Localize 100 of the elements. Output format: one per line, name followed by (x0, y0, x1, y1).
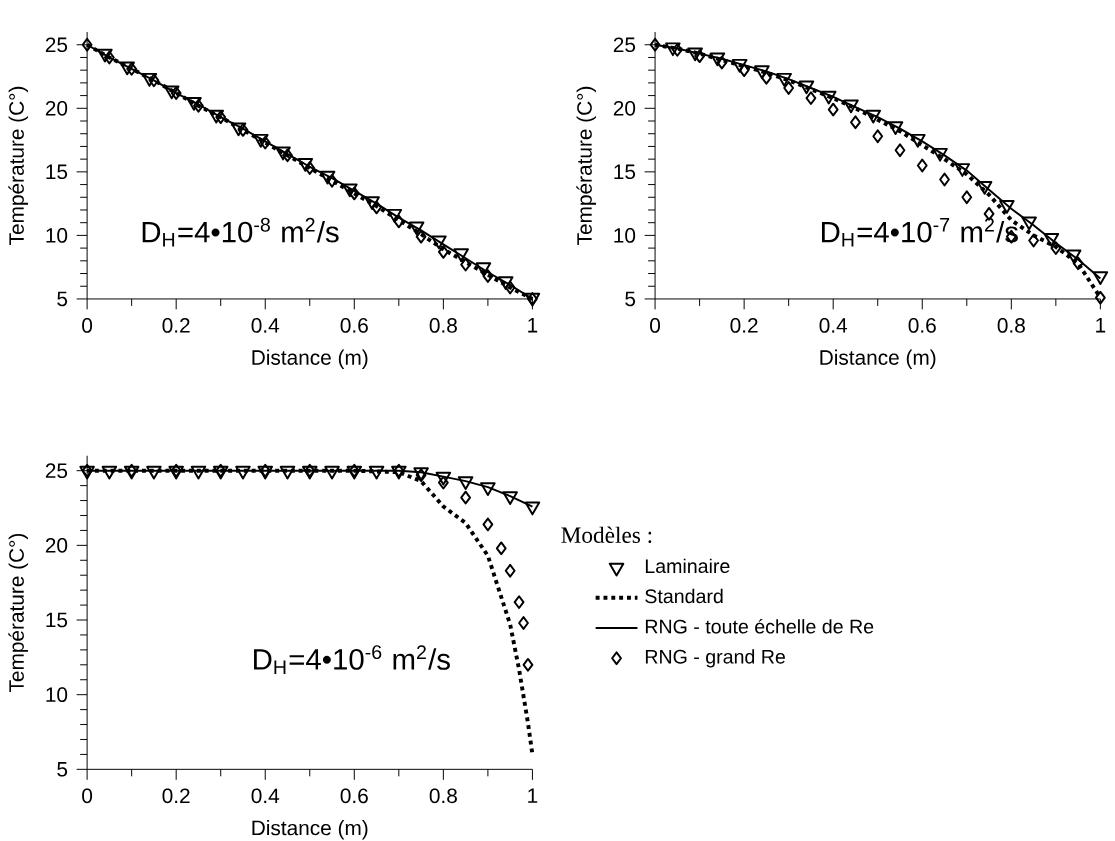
point (1065, 249, 1082, 264)
point (297, 158, 314, 172)
point (324, 465, 340, 480)
point (230, 122, 247, 137)
point (475, 262, 492, 276)
point (518, 616, 529, 630)
point (190, 465, 207, 480)
point (208, 109, 225, 124)
point (954, 163, 971, 177)
point (1021, 216, 1037, 231)
point (259, 135, 271, 150)
y-tick-label: 15 (614, 164, 636, 180)
point (894, 143, 906, 158)
point (495, 541, 507, 556)
point (101, 465, 118, 480)
x-tick-label: 0.6 (340, 318, 368, 333)
y-tick-label: 10 (614, 227, 636, 243)
annotation: D$_{H}$=4•10$^{-6}$ m$^{2}$/s (254, 645, 450, 674)
point (141, 72, 158, 87)
point (524, 501, 541, 516)
x-tick-label: 1 (528, 788, 538, 803)
point (415, 229, 427, 244)
point (342, 183, 358, 198)
x-tick-label: 0 (650, 318, 661, 333)
point (932, 147, 948, 162)
point (504, 563, 516, 578)
point (1094, 290, 1106, 305)
point (916, 158, 928, 173)
x-tick-label: 0.4 (819, 318, 848, 333)
point (235, 465, 251, 480)
point (865, 109, 882, 124)
point (97, 48, 113, 63)
x-tick-label: 0.2 (162, 788, 190, 804)
point (887, 121, 904, 135)
point (431, 235, 447, 250)
point (872, 129, 884, 144)
point (687, 47, 703, 62)
y-tick-label: 10 (46, 227, 68, 243)
point (103, 50, 115, 65)
point (304, 161, 316, 175)
point (393, 214, 405, 229)
point (694, 49, 705, 63)
x-tick-label: 0.8 (429, 788, 457, 804)
point (999, 199, 1015, 214)
point (482, 517, 494, 532)
point (348, 186, 360, 201)
point (1050, 241, 1062, 255)
point (497, 276, 514, 290)
point (148, 73, 160, 88)
x-tick-label: 0.6 (908, 318, 936, 333)
x-axis-title: Distance (m) (252, 349, 368, 369)
point (119, 61, 135, 76)
point (850, 115, 861, 130)
point (776, 72, 792, 87)
point (504, 280, 516, 295)
point (215, 110, 227, 124)
y-tick-label: 25 (45, 37, 68, 53)
x-axis-title: Distance (m) (252, 819, 368, 840)
point (738, 63, 750, 77)
y-axis-title: Température (C°) (8, 533, 29, 692)
point (453, 248, 469, 262)
point (761, 70, 772, 85)
point (961, 190, 973, 205)
point (371, 200, 382, 215)
x-tick-label: 0 (82, 318, 93, 333)
x-tick-label: 0.4 (251, 318, 280, 333)
point (282, 148, 293, 163)
y-axis-title: Température (C°) (576, 86, 596, 245)
point (193, 98, 204, 113)
y-tick-label: 15 (46, 164, 68, 180)
point (716, 55, 728, 70)
x-tick-label: 0.8 (429, 318, 457, 333)
annotation: D$_{H}$=4•10$^{-8}$ m$^{2}$/s (142, 217, 339, 247)
point (81, 37, 93, 52)
y-tick-label: 25 (45, 463, 68, 478)
legend-label: RNG - grand Re (645, 649, 785, 668)
point (163, 85, 180, 100)
y-tick-label: 20 (45, 100, 68, 116)
point (186, 96, 202, 111)
x-tick-label: 0.6 (340, 788, 368, 804)
legend-label: RNG - toute échelle de Re (645, 618, 874, 634)
y-tick-label: 15 (46, 612, 68, 628)
point (253, 133, 269, 148)
point (820, 90, 837, 105)
x-tick-label: 0.2 (730, 318, 758, 333)
point (502, 491, 518, 505)
point (649, 37, 661, 52)
point (386, 208, 403, 223)
point (665, 42, 681, 57)
point (709, 52, 726, 67)
point (513, 595, 525, 609)
x-tick-label: 0.2 (162, 318, 190, 333)
point (408, 221, 425, 236)
point (170, 86, 182, 100)
point (910, 133, 926, 148)
point (364, 196, 380, 210)
point (843, 99, 859, 114)
y-tick-label: 10 (46, 687, 68, 702)
y-tick-label: 25 (613, 37, 636, 53)
point (480, 482, 496, 496)
